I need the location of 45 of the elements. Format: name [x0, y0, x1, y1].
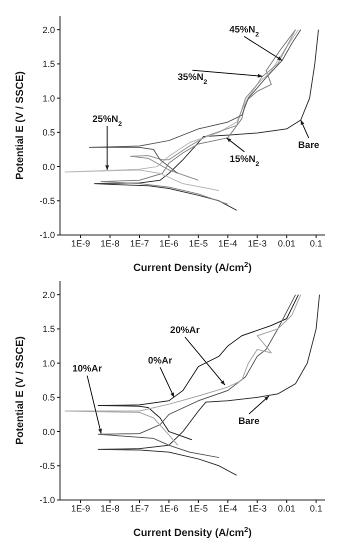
y-axis-title: Potential E (V / SSCE): [14, 71, 26, 180]
x-tick-label: 1E-8: [100, 503, 120, 514]
x-tick-label: 1E-4: [218, 503, 238, 514]
x-tick-label: 0.1: [310, 503, 322, 514]
x-tick-label: 1E-5: [188, 503, 208, 514]
annotation: 35%N$_{2}$: [178, 72, 208, 86]
y-tick-label: 1.5: [42, 324, 55, 334]
x-tick-label: 1E-4: [218, 238, 238, 248]
annotation: 15%N$_{2}$: [230, 154, 260, 168]
y-tick-label: 1.0: [42, 358, 55, 368]
x-tick-label: 0.01: [278, 238, 296, 248]
x-tick-label: 1E-9: [71, 238, 90, 248]
x-tick-label: 1E-5: [188, 238, 208, 248]
y-axis-title: Potential E (V / SSCE): [14, 336, 26, 445]
annotation: 10%Ar: [72, 364, 102, 375]
x-axis-title: Current Density (A/cm$^{2}$): [133, 524, 252, 539]
x-axis-title: Current Density (A/cm$^{2}$): [133, 260, 252, 274]
x-tick-label: 1E-7: [130, 503, 149, 514]
x-tick-label: 1E-9: [71, 503, 90, 514]
y-tick-label: -0.5: [39, 196, 55, 206]
annotation: Bare: [238, 416, 260, 427]
x-tick-label: 0.1: [310, 238, 322, 248]
x-tick-label: 1E-3: [248, 238, 267, 248]
x-tick-label: 1E-6: [159, 238, 178, 248]
annotation: 20%Ar: [170, 325, 200, 336]
y-tick-label: 2.0: [42, 290, 55, 300]
x-tick-label: 1E-3: [248, 503, 267, 514]
x-tick-label: 1E-8: [100, 238, 120, 248]
annotation: 25%N$_{2}$: [92, 114, 122, 128]
y-tick-label: -0.5: [39, 460, 55, 471]
y-tick-label: 0.5: [42, 392, 55, 403]
y-tick-label: 0.0: [42, 162, 55, 172]
y-tick-label: 0.5: [42, 128, 55, 138]
y-tick-label: 1.5: [42, 59, 55, 70]
annotation: Bare: [298, 140, 320, 152]
y-tick-label: -1.0: [39, 230, 55, 240]
y-tick-label: 1.0: [42, 93, 55, 104]
x-tick-label: 0.01: [278, 503, 296, 514]
annotation: 0%Ar: [148, 355, 173, 366]
y-tick-label: -1.0: [39, 495, 55, 506]
y-tick-label: 2.0: [42, 24, 55, 35]
y-tick-label: 0.0: [42, 426, 55, 437]
x-tick-label: 1E-7: [130, 238, 149, 248]
annotation: 45%N$_{2}$: [229, 24, 260, 38]
x-tick-label: 1E-6: [159, 503, 178, 514]
